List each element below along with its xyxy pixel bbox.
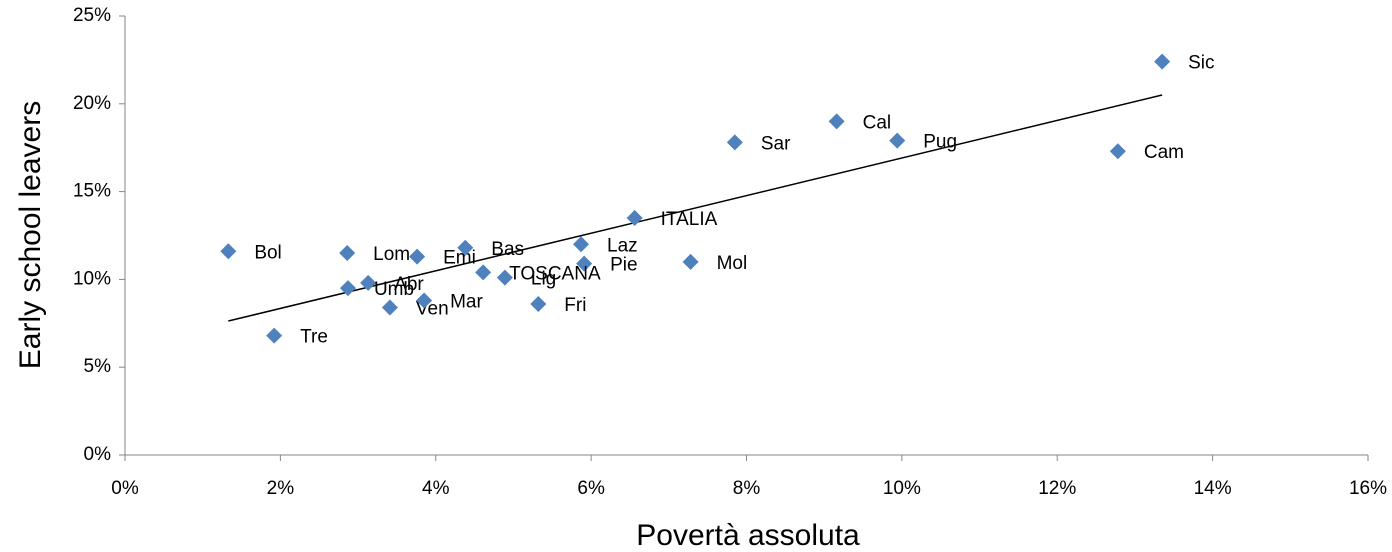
point <box>475 264 492 281</box>
x-tick-label: 6% <box>577 478 605 499</box>
point <box>726 134 743 151</box>
point-label: Cam <box>1144 142 1184 163</box>
x-tick-label: 16% <box>1349 478 1387 499</box>
point <box>266 327 283 344</box>
point-label: Emi <box>443 248 476 269</box>
point-label: Mar <box>450 291 483 312</box>
point <box>889 132 906 149</box>
point <box>530 295 547 312</box>
point-label: TOSCANA <box>509 263 601 284</box>
point <box>828 113 845 130</box>
point-label: ITALIA <box>661 209 718 230</box>
y-axis-title: Early school leavers <box>14 101 47 369</box>
point-label: Sar <box>761 133 791 154</box>
point <box>416 292 433 309</box>
point-label: Lig <box>531 269 556 290</box>
x-tick-label: 2% <box>267 478 295 499</box>
point <box>409 248 426 265</box>
point <box>576 255 593 272</box>
point-label: Bas <box>491 239 524 260</box>
point <box>360 274 377 291</box>
x-tick-label: 8% <box>733 478 761 499</box>
point <box>496 269 513 286</box>
point-label: Cal <box>863 112 892 133</box>
y-tick-label: 5% <box>84 356 112 377</box>
point <box>682 253 699 270</box>
x-tick-label: 12% <box>1038 478 1076 499</box>
x-tick-label: 4% <box>422 478 450 499</box>
point <box>1109 143 1126 160</box>
point <box>339 245 356 262</box>
point-label: Umb <box>374 279 414 300</box>
point-label: Sic <box>1188 53 1214 74</box>
point <box>573 236 590 253</box>
y-tick-label: 20% <box>73 93 111 114</box>
point-label: Fri <box>564 295 586 316</box>
y-tick-label: 25% <box>73 5 111 26</box>
point-label: Tre <box>300 327 328 348</box>
y-tick-label: 0% <box>84 444 112 465</box>
point <box>220 243 237 260</box>
y-tick-label: 10% <box>73 268 111 289</box>
point-label: Lom <box>373 244 410 265</box>
x-tick-label: 10% <box>883 478 921 499</box>
point-label: Pie <box>610 255 637 276</box>
trendline <box>228 94 1163 322</box>
point <box>626 209 643 226</box>
point <box>457 239 474 256</box>
point-label: Pug <box>923 132 957 153</box>
point-label: Laz <box>607 235 638 256</box>
point-label: Mol <box>717 253 748 274</box>
x-tick-label: 14% <box>1194 478 1232 499</box>
point-label: Abr <box>394 274 424 295</box>
y-tick-label: 15% <box>73 181 111 202</box>
x-tick-label: 0% <box>111 478 139 499</box>
point <box>339 280 356 297</box>
point-label: Bol <box>254 242 281 263</box>
point <box>1154 53 1171 70</box>
x-axis-title: Povertà assoluta <box>636 519 860 552</box>
point <box>381 299 398 316</box>
